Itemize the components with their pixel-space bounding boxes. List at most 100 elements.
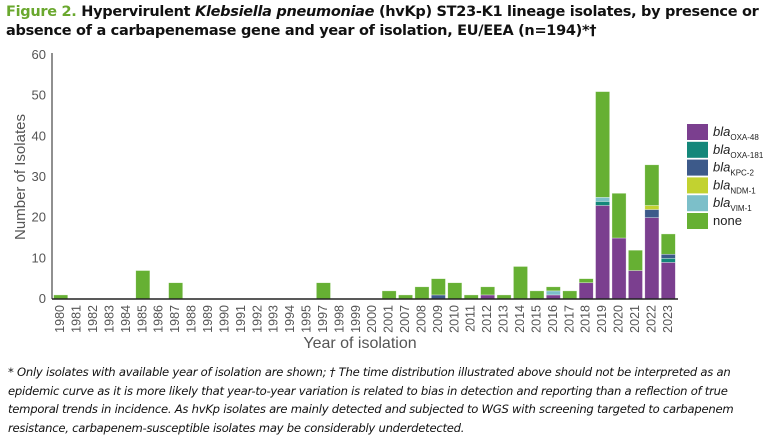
bar-segment-2022-kpc2 bbox=[644, 209, 660, 218]
x-tick-label: 1987 bbox=[168, 305, 182, 333]
legend-item-oxa-48: blaOXA-48 bbox=[687, 124, 759, 142]
y-tick-label: 50 bbox=[32, 88, 46, 103]
x-tick-label: 1981 bbox=[70, 305, 84, 333]
x-tick-label: 1988 bbox=[185, 305, 199, 333]
x-tick-label: 1991 bbox=[234, 305, 248, 333]
bar-segment-2008-none bbox=[414, 286, 430, 300]
x-tick-label: 2015 bbox=[529, 305, 543, 333]
y-tick-label: 10 bbox=[32, 250, 46, 265]
x-tick-label: 2001 bbox=[382, 305, 396, 333]
x-tick-label: 2016 bbox=[546, 305, 560, 333]
legend-swatch bbox=[687, 159, 708, 176]
x-tick-label: 2011 bbox=[464, 305, 478, 332]
bar-segment-2023-oxa181 bbox=[660, 258, 676, 263]
y-tick-label: 20 bbox=[32, 210, 46, 225]
y-axis-label: Number of Isolates bbox=[12, 114, 29, 240]
bar-segment-2023-none bbox=[660, 233, 676, 255]
x-tick-label: 1983 bbox=[102, 305, 116, 333]
x-tick-label: 2012 bbox=[480, 305, 494, 333]
legend-item-oxa-181: blaOXA-181 bbox=[687, 141, 764, 160]
x-tick-label: 2023 bbox=[661, 305, 675, 333]
bar-segment-2019-oxa181 bbox=[595, 201, 610, 206]
bar-segment-2023-kpc2 bbox=[660, 253, 676, 259]
legend: blaOXA-48blaOXA-181blaKPC-2blaNDM-1blaVI… bbox=[687, 124, 764, 229]
x-axis-label: Year of isolation bbox=[303, 335, 416, 352]
y-tick-label: 30 bbox=[32, 169, 46, 184]
y-axis: 0 10 20 30 40 50 60 bbox=[32, 47, 53, 306]
legend-item-ndm-1: blaNDM-1 bbox=[687, 177, 756, 195]
x-tick-label: 1985 bbox=[135, 305, 149, 333]
x-tick-label: 2022 bbox=[644, 305, 658, 333]
bar-segment-2001-none bbox=[381, 290, 397, 300]
legend-item-none: none bbox=[687, 213, 742, 229]
bar-segment-2018-none bbox=[578, 278, 594, 284]
bar-segment-2019-oxa48 bbox=[595, 205, 610, 300]
legend-label: blaKPC-2 bbox=[713, 160, 754, 178]
bar-segment-2019-none bbox=[595, 91, 610, 198]
bar-segment-2017-none bbox=[562, 290, 578, 300]
bar-segment-2022-none bbox=[644, 164, 660, 206]
x-tick-label: 1980 bbox=[53, 305, 67, 333]
bar-segment-2020-oxa48 bbox=[611, 237, 627, 300]
figure-label: Figure 2. bbox=[6, 4, 77, 20]
x-tick-label: 2017 bbox=[562, 305, 576, 333]
y-tick-label: 40 bbox=[32, 128, 46, 143]
legend-item-vim-1: blaVIM-1 bbox=[687, 195, 752, 213]
x-tick-label: 1997 bbox=[316, 305, 330, 333]
x-tick-label: 1992 bbox=[250, 305, 264, 333]
bar-segment-2016-none bbox=[545, 286, 561, 292]
x-tick-label: 2020 bbox=[612, 305, 626, 333]
legend-label: none bbox=[713, 213, 742, 228]
x-tick-label: 2019 bbox=[595, 305, 609, 333]
x-tick-label: 2013 bbox=[497, 305, 511, 333]
legend-label: blaNDM-1 bbox=[713, 177, 756, 195]
legend-label: blaOXA-48 bbox=[713, 124, 759, 142]
x-tick-label: 2014 bbox=[513, 305, 527, 333]
legend-swatch bbox=[687, 124, 708, 140]
legend-label: blaVIM-1 bbox=[713, 195, 752, 213]
legend-item-kpc-2: blaKPC-2 bbox=[687, 159, 754, 178]
bar-segment-1985-none bbox=[135, 270, 151, 300]
bar-segment-2023-oxa48 bbox=[660, 262, 676, 300]
x-tick-label: 1989 bbox=[201, 305, 215, 333]
x-tick-label: 2008 bbox=[414, 305, 428, 333]
title-text-2: (hvKp) ST23-K1 lineage isolates, by pres… bbox=[6, 4, 759, 39]
bar-segment-2021-none bbox=[628, 249, 643, 271]
title-species: Klebsiella pneumoniae bbox=[195, 4, 375, 20]
legend-swatch bbox=[687, 195, 708, 212]
bar-segment-2010-none bbox=[447, 282, 463, 300]
bar-segment-2015-none bbox=[529, 290, 545, 300]
bar-segment-2022-ndm1 bbox=[644, 205, 660, 210]
footnote: * Only isolates with available year of i… bbox=[8, 365, 734, 435]
legend-swatch bbox=[687, 177, 708, 194]
bar-segment-1997-none bbox=[316, 282, 331, 300]
bar-segment-2016-vim1 bbox=[545, 290, 561, 296]
bar-segment-2012-none bbox=[480, 286, 496, 296]
bar-segment-2009-none bbox=[431, 278, 446, 296]
bar-segment-2022-oxa48 bbox=[644, 217, 660, 300]
bars bbox=[53, 91, 676, 300]
x-tick-label: 1995 bbox=[300, 305, 314, 333]
x-tick-label: 1986 bbox=[152, 305, 166, 333]
legend-swatch bbox=[687, 213, 708, 229]
bar-segment-2014-none bbox=[513, 266, 528, 300]
legend-swatch bbox=[687, 141, 708, 158]
bar-segment-2021-oxa48 bbox=[628, 270, 643, 300]
x-tick-label: 2018 bbox=[579, 305, 593, 333]
x-tick-label: 2021 bbox=[628, 305, 642, 333]
x-tick-label: 2009 bbox=[431, 305, 445, 333]
bar-segment-1987-none bbox=[168, 282, 184, 300]
x-tick-label: 1993 bbox=[267, 305, 281, 333]
legend-label: blaOXA-181 bbox=[713, 142, 764, 160]
y-tick-label: 0 bbox=[39, 291, 46, 306]
y-tick-label: 60 bbox=[32, 47, 46, 62]
x-tick-label: 1990 bbox=[217, 305, 231, 333]
x-tick-label: 2010 bbox=[447, 305, 461, 333]
x-tick-label: 2007 bbox=[398, 305, 412, 333]
bar-segment-2018-oxa48 bbox=[578, 282, 594, 300]
x-tick-label: 1982 bbox=[86, 305, 100, 333]
x-tick-label: 1999 bbox=[349, 305, 363, 333]
title-text-1: Hypervirulent bbox=[76, 4, 196, 20]
x-tick-label: 1984 bbox=[119, 305, 133, 333]
